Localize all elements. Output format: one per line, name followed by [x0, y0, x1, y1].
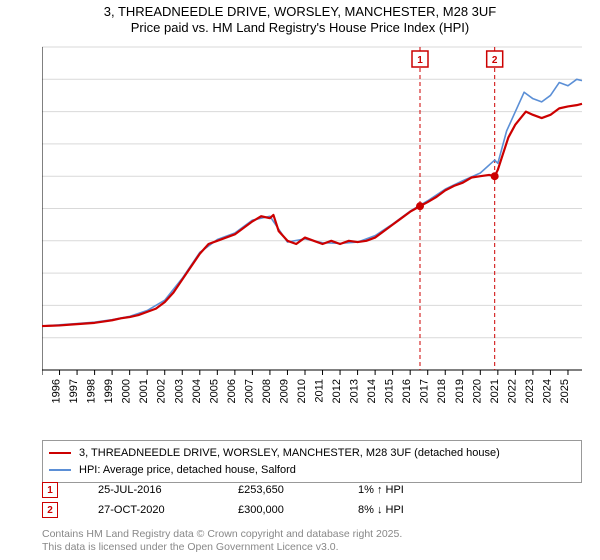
sale-date-1: 25-JUL-2016 — [98, 484, 198, 496]
svg-text:1999: 1999 — [103, 379, 115, 403]
svg-text:2022: 2022 — [506, 379, 518, 403]
sale-delta-1: 1% ↑ HPI — [358, 484, 404, 496]
sale-price-1: £253,650 — [238, 484, 318, 496]
sale-point-row-1: 1 25-JUL-2016 £253,650 1% ↑ HPI — [42, 482, 404, 498]
legend-swatch-blue — [49, 469, 71, 471]
chart-container: 3, THREADNEEDLE DRIVE, WORSLEY, MANCHEST… — [0, 0, 600, 560]
svg-text:2016: 2016 — [401, 379, 413, 403]
legend-item-hpi: HPI: Average price, detached house, Salf… — [49, 462, 575, 479]
svg-text:2008: 2008 — [261, 379, 273, 403]
legend-label-hpi: HPI: Average price, detached house, Salf… — [79, 462, 296, 479]
sale-date-2: 27-OCT-2020 — [98, 504, 198, 516]
footnote-line-1: Contains HM Land Registry data © Crown c… — [42, 528, 402, 541]
svg-text:2007: 2007 — [243, 379, 255, 403]
footnote-line-2: This data is licensed under the Open Gov… — [42, 541, 402, 554]
svg-text:2023: 2023 — [524, 379, 536, 403]
svg-text:2009: 2009 — [278, 379, 290, 403]
flag-icon-1: 1 — [42, 482, 58, 498]
svg-text:2012: 2012 — [331, 379, 343, 403]
svg-text:2014: 2014 — [366, 379, 378, 403]
sale-point-row-2: 2 27-OCT-2020 £300,000 8% ↓ HPI — [42, 502, 404, 518]
title-line-2: Price paid vs. HM Land Registry's House … — [0, 20, 600, 36]
svg-text:2025: 2025 — [559, 379, 571, 403]
svg-text:2017: 2017 — [419, 379, 431, 403]
line-chart: £0£50K£100K£150K£200K£250K£300K£350K£400… — [42, 45, 587, 425]
svg-text:2010: 2010 — [296, 379, 308, 403]
legend: 3, THREADNEEDLE DRIVE, WORSLEY, MANCHEST… — [42, 440, 582, 483]
svg-text:2019: 2019 — [454, 379, 466, 403]
svg-text:2003: 2003 — [173, 379, 185, 403]
svg-text:2015: 2015 — [384, 379, 396, 403]
svg-text:2000: 2000 — [121, 379, 133, 403]
svg-text:2024: 2024 — [541, 379, 553, 403]
svg-text:2018: 2018 — [436, 379, 448, 403]
svg-text:2001: 2001 — [138, 379, 150, 403]
svg-text:2005: 2005 — [208, 379, 220, 403]
svg-text:2013: 2013 — [349, 379, 361, 403]
svg-text:2011: 2011 — [314, 379, 326, 403]
svg-text:2002: 2002 — [156, 379, 168, 403]
legend-item-price-paid: 3, THREADNEEDLE DRIVE, WORSLEY, MANCHEST… — [49, 445, 575, 462]
svg-text:1: 1 — [417, 55, 423, 66]
sale-points-table: 1 25-JUL-2016 £253,650 1% ↑ HPI 2 27-OCT… — [42, 482, 404, 522]
svg-text:1998: 1998 — [86, 379, 98, 403]
sale-price-2: £300,000 — [238, 504, 318, 516]
flag-icon-2: 2 — [42, 502, 58, 518]
legend-label-price-paid: 3, THREADNEEDLE DRIVE, WORSLEY, MANCHEST… — [79, 445, 500, 462]
sale-delta-2: 8% ↓ HPI — [358, 504, 404, 516]
svg-text:1995: 1995 — [42, 379, 45, 403]
chart-title: 3, THREADNEEDLE DRIVE, WORSLEY, MANCHEST… — [0, 0, 600, 37]
title-line-1: 3, THREADNEEDLE DRIVE, WORSLEY, MANCHEST… — [0, 4, 600, 20]
svg-text:2: 2 — [492, 55, 498, 66]
svg-text:2020: 2020 — [471, 379, 483, 403]
svg-text:1996: 1996 — [51, 379, 63, 403]
svg-text:2021: 2021 — [489, 379, 501, 403]
svg-text:2004: 2004 — [191, 379, 203, 403]
legend-swatch-red — [49, 452, 71, 454]
svg-text:2006: 2006 — [226, 379, 238, 403]
svg-text:1997: 1997 — [68, 379, 80, 403]
footnote: Contains HM Land Registry data © Crown c… — [42, 528, 402, 553]
